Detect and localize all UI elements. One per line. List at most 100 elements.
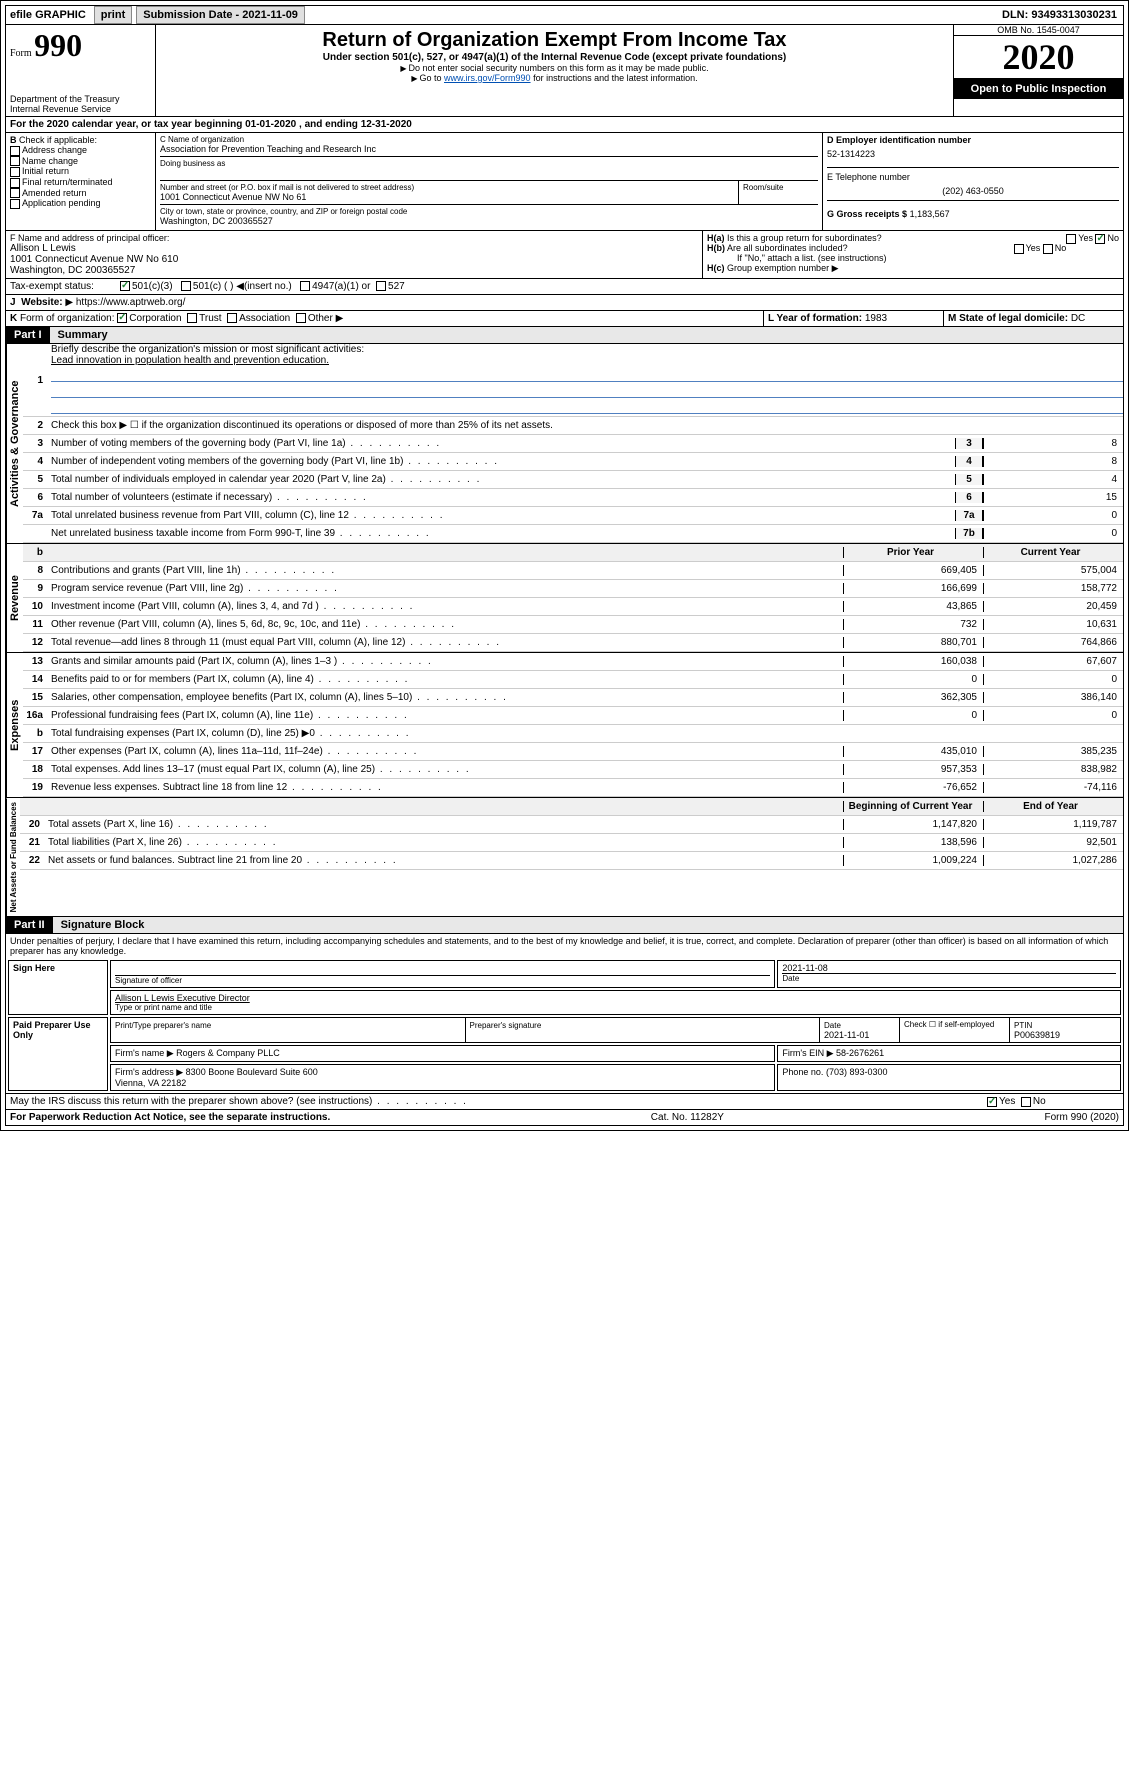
check-self: Check ☐ if self-employed <box>900 1018 1010 1042</box>
line-box: 5 <box>955 474 983 485</box>
addr-label: Number and street (or P.O. box if mail i… <box>160 183 738 192</box>
org-address: 1001 Connecticut Avenue NW No 61 <box>160 192 738 202</box>
firm-ein-label: Firm's EIN <box>782 1048 824 1058</box>
section-expenses: Expenses <box>6 653 23 797</box>
cb-527[interactable] <box>376 281 386 291</box>
line-num: 12 <box>23 637 47 648</box>
open-public: Open to Public Inspection <box>954 79 1123 99</box>
boxm-label: M State of legal domicile: <box>948 313 1068 324</box>
form990-link[interactable]: www.irs.gov/Form990 <box>444 73 531 83</box>
line-num: 11 <box>23 619 47 630</box>
ein: 52-1314223 <box>827 149 1119 159</box>
period-line: For the 2020 calendar year, or tax year … <box>6 117 1123 132</box>
state-domicile: DC <box>1071 313 1085 324</box>
col-curr: Current Year <box>983 547 1123 558</box>
line-num: 4 <box>23 456 47 467</box>
prep-date: 2021-11-01 <box>824 1030 869 1040</box>
line-prior: 732 <box>843 619 983 630</box>
prep-date-label: Date <box>824 1021 841 1030</box>
submission-date: Submission Date - 2021-11-09 <box>136 6 305 24</box>
officer-addr: 1001 Connecticut Avenue NW No 610 Washin… <box>10 254 698 276</box>
ha-yes[interactable] <box>1066 234 1076 244</box>
boxl-label: L Year of formation: <box>768 313 862 324</box>
line-desc: Total revenue—add lines 8 through 11 (mu… <box>47 637 843 648</box>
line-box: 4 <box>955 456 983 467</box>
line-prior: 957,353 <box>843 764 983 775</box>
ptin: P00639819 <box>1014 1030 1060 1040</box>
hb-yes[interactable] <box>1014 244 1024 254</box>
website-url[interactable]: https://www.aptrweb.org/ <box>76 297 186 308</box>
note-ssn: Do not enter social security numbers on … <box>160 63 949 73</box>
boxf-label: F Name and address of principal officer: <box>10 233 698 243</box>
line-desc: Other expenses (Part IX, column (A), lin… <box>47 746 843 757</box>
cb-assoc[interactable] <box>227 313 237 323</box>
line-num: 20 <box>20 819 44 830</box>
line-desc: Professional fundraising fees (Part IX, … <box>47 710 843 721</box>
line-curr: 10,631 <box>983 619 1123 630</box>
line-num: b <box>23 728 47 739</box>
cb-501c[interactable] <box>181 281 191 291</box>
dln: DLN: 93493313030231 <box>996 7 1123 23</box>
line-num: 13 <box>23 656 47 667</box>
line-curr: 92,501 <box>983 837 1123 848</box>
cb-corp[interactable] <box>117 313 127 323</box>
col-prior: Prior Year <box>843 547 983 558</box>
cb-501c3[interactable] <box>120 281 130 291</box>
part2-title: Signature Block <box>53 917 1123 933</box>
line-num: 6 <box>23 492 47 503</box>
section-governance: Activities & Governance <box>6 344 23 543</box>
line-num: 10 <box>23 601 47 612</box>
boxe-label: E Telephone number <box>827 172 1119 182</box>
room-label: Room/suite <box>743 183 814 192</box>
ptin-label: PTIN <box>1014 1021 1032 1030</box>
line-desc: Other revenue (Part VIII, column (A), li… <box>47 619 843 630</box>
firm-name-label: Firm's name <box>115 1048 164 1058</box>
cb-trust[interactable] <box>187 313 197 323</box>
officer-name-title: Allison L Lewis Executive Director <box>115 993 250 1003</box>
cb-other[interactable] <box>296 313 306 323</box>
prep-sig-label: Preparer's signature <box>470 1021 542 1030</box>
boxb-opt-1[interactable] <box>10 156 20 166</box>
sig-officer-label: Signature of officer <box>115 975 770 985</box>
line-curr: 67,607 <box>983 656 1123 667</box>
prep-name-label: Print/Type preparer's name <box>115 1021 211 1030</box>
boxb-opt-label-2: Initial return <box>22 166 69 176</box>
boxb-opt-0[interactable] <box>10 146 20 156</box>
boxb-opt-label-3: Final return/terminated <box>22 177 113 187</box>
ha-no[interactable] <box>1095 234 1105 244</box>
boxb-check-label: Check if applicable: <box>19 135 97 145</box>
discuss-yes[interactable] <box>987 1097 997 1107</box>
ha-label: Is this a group return for subordinates? <box>727 233 882 243</box>
line-prior: 1,009,224 <box>843 855 983 866</box>
line-num: 15 <box>23 692 47 703</box>
org-name: Association for Prevention Teaching and … <box>160 144 818 154</box>
boxb-opt-2[interactable] <box>10 167 20 177</box>
line-desc: Total unrelated business revenue from Pa… <box>47 510 955 521</box>
line-desc: Contributions and grants (Part VIII, lin… <box>47 565 843 576</box>
print-button[interactable]: print <box>94 6 132 24</box>
section-revenue: Revenue <box>6 544 23 652</box>
efile-label: efile GRAPHIC <box>6 7 90 23</box>
line-desc: Total expenses. Add lines 13–17 (must eq… <box>47 764 843 775</box>
boxb-opt-4[interactable] <box>10 188 20 198</box>
line-desc: Number of voting members of the governin… <box>47 438 955 449</box>
boxj-label: Website: <box>21 297 63 308</box>
boxb-opt-label-4: Amended return <box>22 188 87 198</box>
firm-addr-label: Firm's address <box>115 1067 174 1077</box>
line-prior: 43,865 <box>843 601 983 612</box>
col-begin: Beginning of Current Year <box>843 801 983 812</box>
line-num: 7a <box>23 510 47 521</box>
line-desc: Grants and similar amounts paid (Part IX… <box>47 656 843 667</box>
discuss-no[interactable] <box>1021 1097 1031 1107</box>
line-box: 3 <box>955 438 983 449</box>
boxb-opt-3[interactable] <box>10 178 20 188</box>
cb-4947[interactable] <box>300 281 310 291</box>
part1-title: Summary <box>50 327 1123 343</box>
mission-text: Lead innovation in population health and… <box>51 355 329 366</box>
form-footer: Form 990 (2020) <box>1045 1112 1119 1123</box>
boxb-opt-5[interactable] <box>10 199 20 209</box>
col-end: End of Year <box>983 801 1123 812</box>
boxd-label: D Employer identification number <box>827 135 971 145</box>
hb-no[interactable] <box>1043 244 1053 254</box>
line-curr: 385,235 <box>983 746 1123 757</box>
